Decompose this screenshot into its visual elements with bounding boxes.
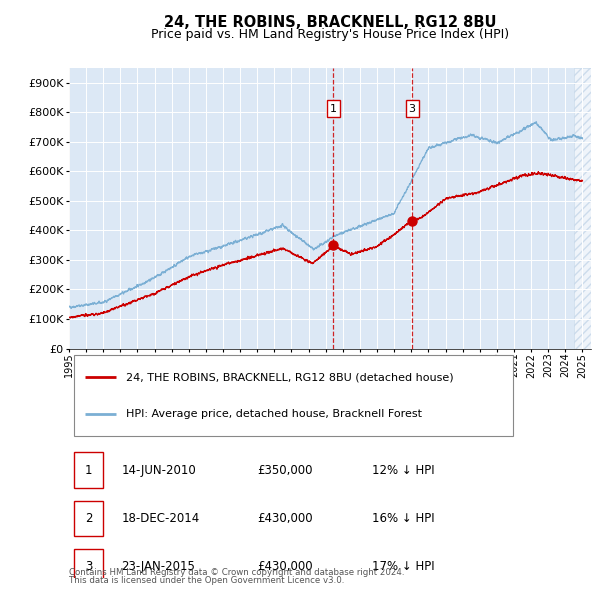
- Text: £430,000: £430,000: [257, 512, 313, 525]
- Text: 3: 3: [85, 560, 92, 573]
- Text: 16% ↓ HPI: 16% ↓ HPI: [372, 512, 434, 525]
- Bar: [574, 68, 591, 349]
- FancyBboxPatch shape: [74, 501, 103, 536]
- FancyBboxPatch shape: [74, 453, 103, 488]
- Text: HPI: Average price, detached house, Bracknell Forest: HPI: Average price, detached house, Brac…: [127, 409, 422, 419]
- Text: 12% ↓ HPI: 12% ↓ HPI: [372, 464, 434, 477]
- Text: 17% ↓ HPI: 17% ↓ HPI: [372, 560, 434, 573]
- Text: Contains HM Land Registry data © Crown copyright and database right 2024.: Contains HM Land Registry data © Crown c…: [69, 568, 404, 577]
- Text: £350,000: £350,000: [257, 464, 313, 477]
- FancyBboxPatch shape: [74, 355, 513, 436]
- FancyBboxPatch shape: [74, 549, 103, 585]
- Text: 18-DEC-2014: 18-DEC-2014: [121, 512, 199, 525]
- Text: 23-JAN-2015: 23-JAN-2015: [121, 560, 195, 573]
- Text: This data is licensed under the Open Government Licence v3.0.: This data is licensed under the Open Gov…: [69, 576, 344, 585]
- Text: 14-JUN-2010: 14-JUN-2010: [121, 464, 196, 477]
- Text: 2: 2: [85, 512, 92, 525]
- Text: 3: 3: [409, 104, 416, 113]
- Text: Price paid vs. HM Land Registry's House Price Index (HPI): Price paid vs. HM Land Registry's House …: [151, 28, 509, 41]
- Text: 24, THE ROBINS, BRACKNELL, RG12 8BU (detached house): 24, THE ROBINS, BRACKNELL, RG12 8BU (det…: [127, 372, 454, 382]
- Text: £430,000: £430,000: [257, 560, 313, 573]
- Text: 1: 1: [85, 464, 92, 477]
- Text: 24, THE ROBINS, BRACKNELL, RG12 8BU: 24, THE ROBINS, BRACKNELL, RG12 8BU: [164, 15, 496, 30]
- Text: 1: 1: [330, 104, 337, 113]
